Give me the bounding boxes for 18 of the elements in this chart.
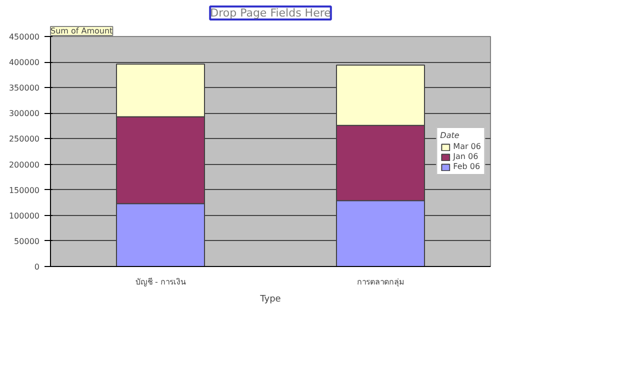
y-tick-label: 250000 [8,134,40,144]
y-tick-label: 200000 [8,160,40,170]
y-tick-label: 350000 [8,84,40,93]
y-tick-label: 400000 [8,58,40,68]
y-tick-label: 300000 [8,109,40,118]
x-tick-label: บัญชี - การเงิน [136,278,186,286]
y-axis-title: Sum of Amount [50,26,113,36]
y-tick-label: 100000 [8,211,40,220]
x-axis-title: Type [259,294,282,304]
x-tick-label: การตลาดกลุ่ม [357,278,404,286]
y-tick-label: 150000 [8,186,40,195]
legend-label: Feb 06 [453,162,480,171]
y-tick-label: 0 [34,262,40,272]
legend-label: Jan 06 [453,152,478,161]
y-tick-label: 450000 [8,32,40,42]
y-tick-label: 50000 [14,236,40,246]
legend-title: Date [440,131,460,140]
legend-label: Mar 06 [453,142,481,151]
